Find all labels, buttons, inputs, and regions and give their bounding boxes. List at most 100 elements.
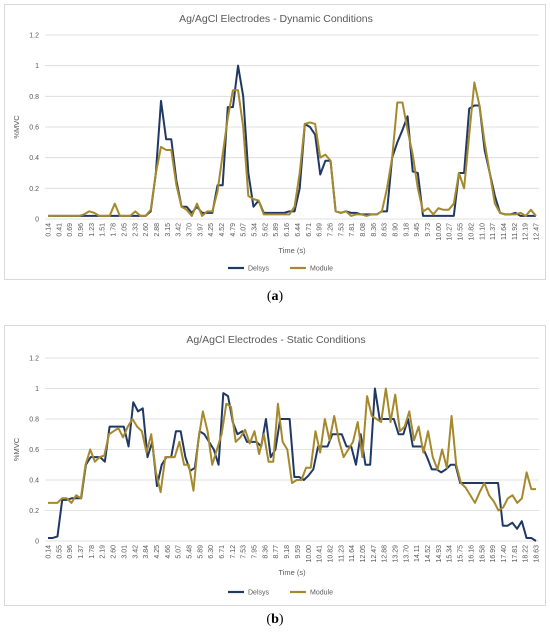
x-tick-label: 10.27 bbox=[447, 223, 454, 241]
x-tick-label: 7.26 bbox=[327, 223, 334, 237]
x-tick-label: 14.11 bbox=[414, 545, 421, 562]
x-tick-label: 5.89 bbox=[273, 223, 280, 237]
x-tick-label: 16.16 bbox=[468, 545, 475, 563]
x-tick-label: 3.15 bbox=[165, 223, 172, 237]
x-tick-label: 12.47 bbox=[371, 545, 378, 563]
x-tick-label: 0.14 bbox=[46, 545, 53, 559]
x-tick-label: 0.96 bbox=[67, 545, 74, 559]
x-tick-label: 3.01 bbox=[121, 545, 128, 559]
x-tick-label: 5.07 bbox=[176, 545, 183, 559]
x-tick-label: 8.08 bbox=[360, 223, 367, 237]
y-tick-label: 0 bbox=[35, 217, 39, 224]
x-tick-label: 17.81 bbox=[512, 545, 519, 563]
y-tick-label: 0.8 bbox=[29, 417, 39, 424]
x-tick-label: 3.97 bbox=[197, 223, 204, 237]
x-tick-label: 8.90 bbox=[393, 223, 400, 237]
x-tick-label: 7.12 bbox=[230, 545, 237, 559]
caption-b-letter: b bbox=[271, 612, 279, 627]
x-tick-label: 4.79 bbox=[230, 223, 237, 237]
x-tick-label: 9.59 bbox=[295, 545, 302, 559]
y-tick-label: 1 bbox=[35, 63, 39, 70]
x-tick-label: 6.71 bbox=[219, 545, 226, 559]
y-tick-label: 0.2 bbox=[29, 508, 39, 515]
x-tick-label: 1.37 bbox=[78, 545, 85, 559]
x-tick-label: 12.19 bbox=[523, 223, 530, 241]
x-tick-label: 3.70 bbox=[186, 223, 193, 237]
x-tick-label: 11.92 bbox=[512, 223, 519, 240]
caption-a-letter: a bbox=[271, 289, 279, 304]
x-tick-label: 5.48 bbox=[186, 545, 193, 559]
x-tick-label: 11.64 bbox=[501, 223, 508, 240]
y-tick-label: 0.8 bbox=[29, 94, 39, 101]
legend-label-module: Module bbox=[310, 590, 333, 597]
x-tick-label: 9.45 bbox=[414, 223, 421, 237]
y-tick-label: 1.2 bbox=[29, 33, 39, 40]
chart-panel-dynamic: Ag/AgCl Electrodes - Dynamic Conditions 0… bbox=[4, 4, 546, 280]
x-tick-label: 6.16 bbox=[284, 223, 291, 237]
x-tick-label: 18.22 bbox=[523, 545, 530, 563]
x-tick-label: 10.00 bbox=[306, 545, 313, 563]
x-tick-label: 5.34 bbox=[252, 223, 259, 237]
x-tick-label: 12.05 bbox=[360, 545, 367, 563]
x-tick-label: 10.41 bbox=[317, 545, 324, 563]
x-tick-label: 10.55 bbox=[458, 223, 465, 241]
x-tick-label: 18.63 bbox=[534, 545, 541, 563]
x-tick-label: 1.78 bbox=[89, 545, 96, 559]
x-tick-label: 2.05 bbox=[121, 223, 128, 237]
x-tick-label: 1.23 bbox=[89, 223, 96, 237]
series-line-module bbox=[48, 81, 537, 217]
x-tick-label: 11.10 bbox=[479, 223, 486, 240]
x-tick-label: 3.84 bbox=[143, 545, 150, 559]
x-tick-label: 2.60 bbox=[111, 545, 118, 559]
x-tick-label: 8.36 bbox=[262, 545, 269, 559]
y-tick-label: 0 bbox=[35, 539, 39, 546]
x-tick-label: 7.53 bbox=[338, 223, 345, 237]
y-tick-label: 0.4 bbox=[29, 155, 39, 162]
x-tick-label: 3.42 bbox=[176, 223, 183, 237]
x-tick-label: 17.40 bbox=[501, 545, 508, 563]
x-tick-label: 5.89 bbox=[197, 545, 204, 559]
x-tick-label: 6.71 bbox=[306, 223, 313, 237]
x-tick-label: 15.75 bbox=[458, 545, 465, 563]
x-tick-label: 0.14 bbox=[46, 223, 53, 237]
x-tick-label: 6.44 bbox=[295, 223, 302, 237]
chart-static: Ag/AgCl Electrodes - Static Conditions00… bbox=[12, 334, 541, 597]
x-tick-label: 8.63 bbox=[382, 223, 389, 237]
x-axis-label: Time (s) bbox=[278, 568, 306, 577]
x-axis-label: Time (s) bbox=[278, 246, 306, 255]
y-tick-label: 0.2 bbox=[29, 186, 39, 193]
x-tick-label: 2.88 bbox=[154, 223, 161, 237]
x-tick-label: 10.82 bbox=[327, 545, 334, 563]
x-tick-label: 7.81 bbox=[349, 223, 356, 237]
x-tick-label: 16.99 bbox=[490, 545, 497, 563]
x-tick-label: 0.96 bbox=[78, 223, 85, 237]
x-tick-label: 12.47 bbox=[534, 223, 541, 241]
x-tick-label: 7.53 bbox=[241, 545, 248, 559]
x-tick-label: 8.77 bbox=[273, 545, 280, 559]
chart-title: Ag/AgCl Electrodes - Static Conditions bbox=[186, 334, 365, 346]
x-tick-label: 4.66 bbox=[165, 545, 172, 559]
series-line-delsys bbox=[48, 64, 536, 217]
legend-label-module: Module bbox=[310, 266, 333, 273]
x-tick-label: 2.60 bbox=[143, 223, 150, 237]
x-tick-label: 11.23 bbox=[338, 545, 345, 562]
x-tick-label: 10.82 bbox=[468, 223, 475, 241]
chart-dynamic: Ag/AgCl Electrodes - Dynamic Conditions 0… bbox=[12, 13, 541, 273]
x-tick-label: 7.95 bbox=[252, 545, 259, 559]
x-tick-label: 14.93 bbox=[436, 545, 443, 563]
legend-label-delsys: Delsys bbox=[248, 590, 270, 597]
x-tick-label: 9.73 bbox=[425, 223, 432, 237]
x-tick-label: 16.58 bbox=[479, 545, 486, 563]
caption-b: (b) bbox=[266, 612, 284, 627]
x-tick-label: 9.18 bbox=[403, 223, 410, 237]
chart-panel-static: Ag/AgCl Electrodes - Static Conditions 0 0… bbox=[4, 325, 546, 606]
y-axis-label: %MVC bbox=[12, 115, 21, 139]
x-tick-label: 8.36 bbox=[371, 223, 378, 237]
x-tick-label: 0.69 bbox=[67, 223, 74, 237]
x-tick-label: 13.70 bbox=[403, 545, 410, 563]
x-tick-label: 15.34 bbox=[447, 545, 454, 563]
y-tick-label: 0.6 bbox=[29, 125, 39, 132]
x-tick-label: 3.42 bbox=[132, 545, 139, 559]
x-tick-label: 0.55 bbox=[56, 545, 63, 559]
y-tick-label: 1 bbox=[35, 386, 39, 393]
